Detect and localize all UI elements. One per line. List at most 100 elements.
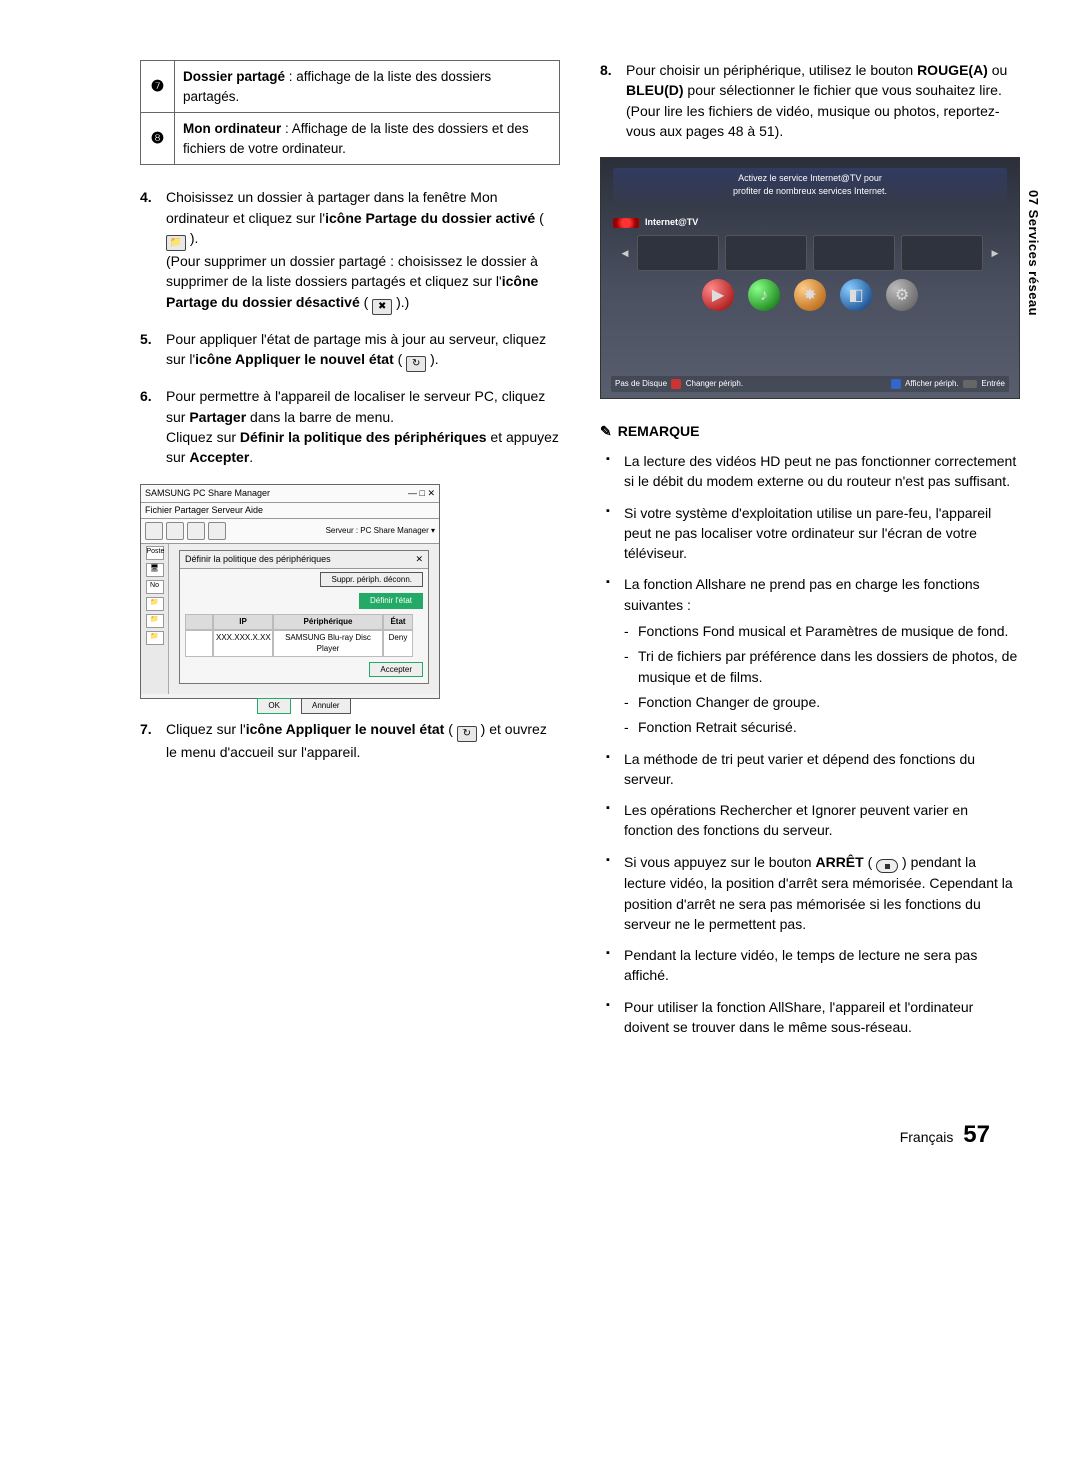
photo-icon[interactable]: ✸ xyxy=(794,279,826,311)
dialog-close-icon[interactable]: ✕ xyxy=(415,553,423,566)
text: Pour choisir un périphérique, utilisez l… xyxy=(626,62,917,78)
bar-left: Pas de Disque Changer périph. xyxy=(615,378,743,390)
step-5: Pour appliquer l'état de partage mis à j… xyxy=(140,329,560,373)
toolbar-icon[interactable] xyxy=(145,522,163,540)
text: . xyxy=(249,449,253,465)
dialog-title: Définir la politique des périphériques xyxy=(185,553,331,566)
thumbnail[interactable] xyxy=(901,235,983,271)
tv-screenshot: Activez le service Internet@TV pour prof… xyxy=(600,157,1020,399)
remark-label: REMARQUE xyxy=(618,423,700,439)
table-text-7: Dossier partagé : affichage de la liste … xyxy=(175,61,560,113)
table-header: État xyxy=(383,614,413,630)
text: Entrée xyxy=(981,379,1005,388)
delete-device-button[interactable]: Suppr. périph. déconn. xyxy=(320,572,423,588)
window-toolbar: Serveur : PC Share Manager ▾ xyxy=(141,519,439,544)
table-header xyxy=(185,614,213,630)
steps-list-right: Pour choisir un périphérique, utilisez l… xyxy=(600,60,1020,141)
share-off-icon: ✖ xyxy=(372,299,392,315)
text: ou xyxy=(988,62,1007,78)
tv-status-bar: Pas de Disque Changer périph. Afficher p… xyxy=(611,376,1009,392)
side-tab: 07 Services réseau xyxy=(1023,190,1042,316)
table-num-7: ❼ xyxy=(141,61,175,113)
policy-dialog: Définir la politique des périphériques ✕… xyxy=(179,550,429,684)
remark-item: La méthode de tri peut varier et dépend … xyxy=(624,749,1020,790)
right-arrow-icon[interactable]: ▶ xyxy=(989,247,1001,260)
sub-item: Fonction Changer de groupe. xyxy=(638,692,1020,712)
window-menubar[interactable]: Fichier Partager Serveur Aide xyxy=(141,503,439,519)
pc-share-manager-window: SAMSUNG PC Share Manager — □ ✕ Fichier P… xyxy=(140,484,440,699)
bold: icône Appliquer le nouvel état xyxy=(195,351,394,367)
remark-item: Les opérations Rechercher et Ignorer peu… xyxy=(624,800,1020,841)
table-header: IP xyxy=(213,614,273,630)
sidebar-item[interactable]: 🖥 xyxy=(146,563,164,577)
bold-label: Dossier partagé xyxy=(183,69,285,84)
remark-item: La lecture des vidéos HD peut ne pas fon… xyxy=(624,451,1020,492)
toolbar-icon[interactable] xyxy=(208,522,226,540)
toolbar-icon[interactable] xyxy=(166,522,184,540)
internet-tv-row: Internet@TV xyxy=(613,216,1007,229)
table-cell: XXX.XXX.X.XX xyxy=(213,630,273,657)
thumbnail-row: ◀ ▶ xyxy=(619,235,1001,271)
bold: icône Partage du dossier activé xyxy=(325,210,535,226)
sidebar-item[interactable]: 📁 xyxy=(146,631,164,645)
text: Si vous appuyez sur le bouton xyxy=(624,854,815,870)
remark-item: Pour utiliser la fonction AllShare, l'ap… xyxy=(624,997,1020,1038)
settings-icon[interactable]: ⚙ xyxy=(886,279,918,311)
key-a-icon xyxy=(671,379,681,389)
music-icon[interactable]: ♪ xyxy=(748,279,780,311)
bold: ARRÊT xyxy=(815,854,863,870)
footer-page: 57 xyxy=(963,1121,990,1148)
server-label[interactable]: Serveur : PC Share Manager ▾ xyxy=(326,525,435,537)
sidebar-item[interactable]: Poste xyxy=(146,546,164,560)
bold: BLEU(D) xyxy=(626,82,684,98)
accept-button[interactable]: Accepter xyxy=(369,662,423,678)
footer-lang: Français xyxy=(900,1129,954,1145)
ok-button[interactable]: OK xyxy=(257,698,291,714)
set-state-button[interactable]: Définir l'état xyxy=(359,593,423,609)
cancel-button[interactable]: Annuler xyxy=(301,698,351,714)
window-controls-icon[interactable]: — □ ✕ xyxy=(408,487,435,500)
bold: ROUGE(A) xyxy=(917,62,988,78)
info-table: ❼ Dossier partagé : affichage de la list… xyxy=(140,60,560,165)
thumbnail[interactable] xyxy=(813,235,895,271)
promo-line2: profiter de nombreux services Internet. xyxy=(617,185,1003,198)
remark-item: Si vous appuyez sur le bouton ARRÊT ( ) … xyxy=(624,852,1020,934)
thumbnail[interactable] xyxy=(637,235,719,271)
bold-label: Mon ordinateur xyxy=(183,121,281,136)
apply-state-icon: ↻ xyxy=(457,726,477,742)
stop-button-icon xyxy=(876,859,898,873)
sub-item: Tri de fichiers par préférence dans les … xyxy=(638,646,1020,687)
step-7: Cliquez sur l'icône Appliquer le nouvel … xyxy=(140,719,560,763)
sidebar-item[interactable]: 📁 xyxy=(146,614,164,628)
icon-row: ▶ ♪ ✸ ◧ ⚙ xyxy=(613,279,1007,311)
sidebar-item[interactable]: No xyxy=(146,580,164,594)
misc-icon[interactable]: ◧ xyxy=(840,279,872,311)
apply-state-icon: ↻ xyxy=(406,356,426,372)
table-cell: SAMSUNG Blu-ray Disc Player xyxy=(273,630,383,657)
window-titlebar: SAMSUNG PC Share Manager — □ ✕ xyxy=(141,485,439,503)
thumbnail[interactable] xyxy=(725,235,807,271)
text: pour sélectionner le fichier que vous so… xyxy=(684,82,1002,98)
youtube-icon[interactable]: ▶ xyxy=(702,279,734,311)
device-table: IP Périphérique État XXX.XXX.X.XX SAMSUN… xyxy=(185,614,423,657)
note-icon: ✎ xyxy=(600,423,612,439)
internet-tv-label: Internet@TV xyxy=(645,216,698,229)
key-enter-icon xyxy=(963,380,977,388)
text: Pas de Disque xyxy=(615,379,667,388)
sub-item: Fonction Retrait sécurisé. xyxy=(638,717,1020,737)
bold: icône Appliquer le nouvel état xyxy=(246,721,445,737)
text: dans la barre de menu. xyxy=(246,409,394,425)
table-text-8: Mon ordinateur : Affichage de la liste d… xyxy=(175,113,560,165)
steps-list-left-2: Cliquez sur l'icône Appliquer le nouvel … xyxy=(140,719,560,763)
key-d-icon xyxy=(891,379,901,389)
table-header: Périphérique xyxy=(273,614,383,630)
promo-line1: Activez le service Internet@TV pour xyxy=(617,172,1003,185)
text: Afficher périph. xyxy=(905,379,959,388)
right-column: Pour choisir un périphérique, utilisez l… xyxy=(600,60,1020,1048)
sidebar-item[interactable]: 📁 xyxy=(146,597,164,611)
toolbar-icon[interactable] xyxy=(187,522,205,540)
table-cell: Deny xyxy=(383,630,413,657)
left-arrow-icon[interactable]: ◀ xyxy=(619,247,631,260)
text: La fonction Allshare ne prend pas en cha… xyxy=(624,576,980,612)
remark-title: ✎ REMARQUE xyxy=(600,421,1020,441)
